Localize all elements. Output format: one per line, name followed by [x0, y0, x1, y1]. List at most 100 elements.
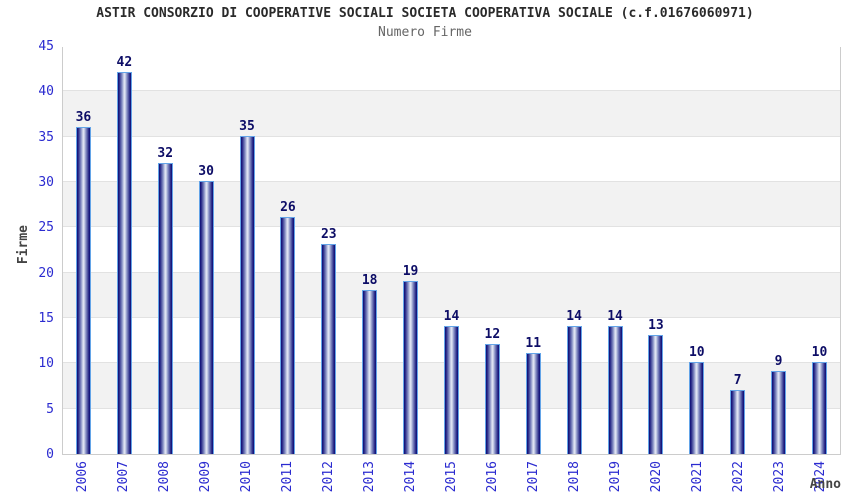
x-tick-label: 2021: [690, 461, 705, 493]
bar: [239, 136, 255, 454]
x-tick-label: 2012: [321, 461, 336, 493]
x-tick-label: 2020: [649, 461, 664, 493]
bar-value-label: 11: [525, 336, 542, 351]
bar: [730, 390, 746, 454]
bar-value-label: 10: [811, 345, 828, 360]
x-tick-label: 2013: [362, 461, 377, 493]
x-tick: 2009: [185, 461, 226, 492]
bar: [321, 244, 337, 454]
gridline: [63, 90, 840, 92]
plot-band: [63, 46, 840, 92]
y-tick-label: 20: [38, 265, 54, 281]
bar-value-label: 9: [774, 354, 783, 369]
y-tick-label: 45: [38, 39, 54, 54]
gridline: [63, 317, 840, 318]
x-tick-label: 2006: [75, 461, 90, 493]
y-tick-label: 15: [38, 311, 54, 326]
bar: [648, 335, 664, 454]
bar-value-label: 18: [361, 273, 378, 288]
x-tick: 2022: [718, 461, 759, 492]
x-tick-label: 2017: [526, 461, 541, 493]
plot-band: [63, 272, 840, 318]
bar-slot-2015: 14: [431, 48, 472, 454]
x-tick-label: 2022: [731, 461, 746, 493]
plot-band: [63, 227, 840, 273]
bar: [771, 371, 787, 454]
y-tick-label: 35: [38, 129, 54, 145]
bar: [280, 217, 296, 454]
bar: [75, 127, 91, 454]
bar-value-label: 19: [402, 264, 419, 279]
bar-value-label: 32: [157, 146, 174, 161]
bar: [403, 281, 419, 454]
bar-value-label: 10: [688, 345, 705, 360]
bar-slot-2021: 10: [676, 48, 717, 454]
y-tick-label: 0: [46, 447, 54, 462]
x-tick: 2011: [267, 461, 308, 492]
x-tick-label: 2008: [157, 461, 172, 493]
gridline: [63, 135, 840, 137]
plot-band: [63, 136, 840, 182]
x-tick: 2016: [472, 461, 513, 492]
bar-value-label: 12: [484, 327, 501, 342]
bar-slot-2024: 10: [799, 48, 840, 454]
bar-value-label: 13: [648, 318, 664, 333]
bar-slot-2016: 12: [472, 48, 513, 454]
bar: [484, 344, 500, 454]
bar-series: 36 42 32 30 35 26 23 18 19 14 12 11 14 14 13 10 7 9 10: [63, 48, 840, 454]
bar-slot-2011: 26: [267, 48, 308, 454]
plot-band: [63, 182, 840, 228]
x-tick-label: 2019: [608, 461, 623, 493]
bar-slot-2012: 23: [308, 48, 349, 454]
x-tick: 2021: [677, 461, 718, 492]
x-tick: 2017: [513, 461, 554, 492]
bar-slot-2019: 14: [595, 48, 636, 454]
bar: [157, 163, 173, 454]
x-tick-label: 2015: [444, 461, 459, 493]
x-tick: 2010: [226, 461, 267, 492]
x-tick-label: 2010: [239, 461, 254, 493]
bar: [811, 362, 827, 454]
x-tick-label: 2007: [116, 461, 131, 493]
bar: [443, 326, 459, 454]
bar-value-label: 7: [733, 373, 742, 388]
x-tick: 2019: [595, 461, 636, 492]
bar-slot-2006: 36: [63, 48, 104, 454]
x-tick-label: 2018: [567, 461, 582, 493]
bar: [362, 290, 378, 454]
bar-slot-2018: 14: [554, 48, 595, 454]
bar-value-label: 26: [280, 200, 296, 215]
bar-value-label: 36: [75, 110, 92, 125]
x-tick-label: 2023: [772, 461, 787, 493]
gridline: [63, 226, 840, 228]
x-axis-title: Anno: [809, 477, 841, 492]
bar-value-label: 14: [607, 309, 623, 324]
x-tick: 2020: [636, 461, 677, 492]
y-tick-label: 25: [38, 220, 54, 236]
x-tick: 2018: [554, 461, 595, 492]
bar-slot-2013: 18: [349, 48, 390, 454]
x-tick: 2023: [759, 461, 800, 492]
bar: [689, 362, 705, 454]
bar: [566, 326, 582, 454]
bar-value-label: 23: [320, 227, 337, 242]
gridline: [63, 271, 840, 273]
x-tick-label: 2011: [280, 461, 295, 493]
x-tick: 2015: [431, 461, 472, 492]
bar-slot-2020: 13: [635, 48, 676, 454]
bar: [198, 181, 214, 454]
gridline: [63, 181, 840, 182]
x-tick: 2012: [308, 461, 349, 492]
y-tick-label: 10: [38, 356, 54, 372]
x-tick-label: 2016: [485, 461, 500, 493]
bar-slot-2023: 9: [758, 48, 799, 454]
chart-title: ASTIR CONSORZIO DI COOPERATIVE SOCIALI S…: [96, 6, 754, 21]
bar-value-label: 30: [198, 164, 214, 179]
bar-value-label: 14: [566, 309, 582, 324]
y-tick-label: 40: [38, 84, 54, 100]
bar-value-label: 42: [116, 55, 133, 70]
x-tick-label: 2009: [198, 461, 213, 493]
x-axis-ticks: 2006 2007 2008 2009 2010 2011 2012 2013 2014 2015…: [62, 461, 841, 492]
bar: [116, 72, 132, 454]
